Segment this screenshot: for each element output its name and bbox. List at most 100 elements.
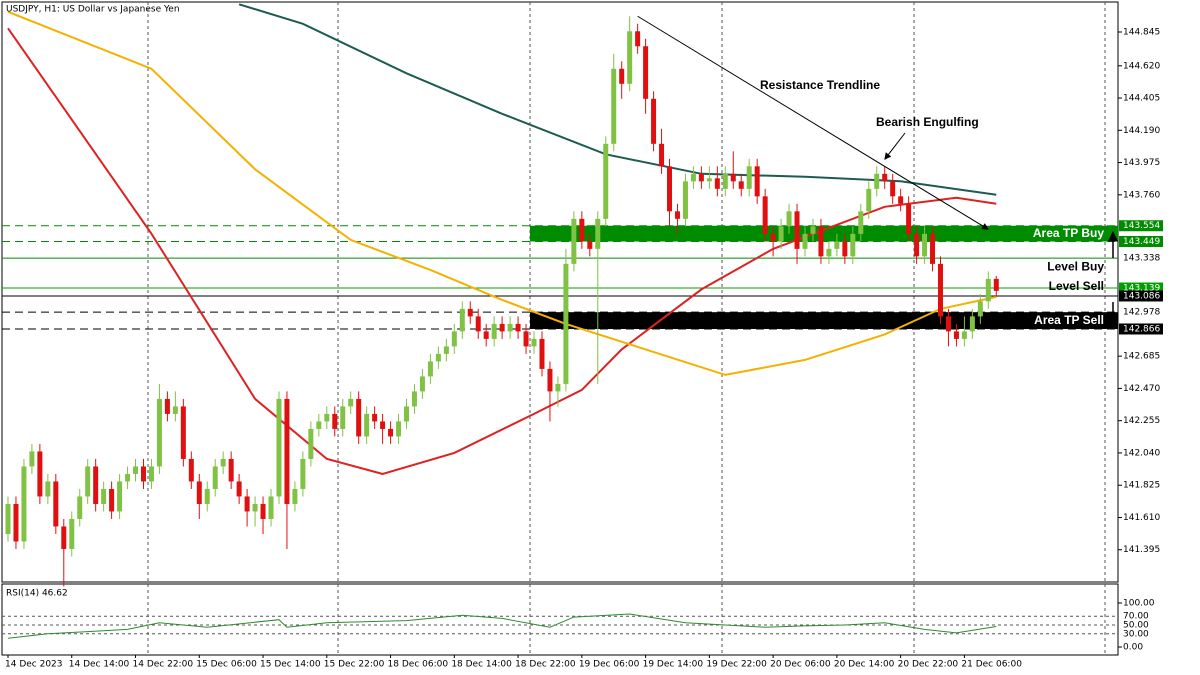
candle-body xyxy=(571,218,577,264)
candle-body xyxy=(451,331,457,347)
y-tick-label: 142.040 xyxy=(1123,448,1160,458)
candle-body xyxy=(61,526,67,549)
y-tick-label: 143.975 xyxy=(1123,158,1160,168)
candle-body xyxy=(324,413,330,422)
y-tick-label: 141.825 xyxy=(1123,481,1160,491)
y-tick-label: 0.00 xyxy=(1123,643,1143,653)
zone xyxy=(530,225,1118,242)
candle-body xyxy=(491,323,497,339)
candle-body xyxy=(411,391,417,407)
trendline xyxy=(637,15,989,230)
candle-body xyxy=(659,143,665,167)
annotation-text: Bearish Engulfing xyxy=(876,115,979,129)
candle-body xyxy=(13,503,19,542)
y-tick-label: 100.00 xyxy=(1123,599,1155,609)
level-value: 143.139 xyxy=(1123,284,1160,294)
candle-body xyxy=(547,368,553,392)
candle-body xyxy=(730,173,736,182)
candle-body xyxy=(332,413,338,429)
candle-body xyxy=(427,361,433,377)
y-tick-label: 144.845 xyxy=(1123,28,1160,38)
candle-body xyxy=(419,376,425,392)
rsi-panel xyxy=(1,583,1119,656)
chart-title: USDJPY, H1: US Dollar vs Japanese Yen xyxy=(6,5,180,15)
candle-body xyxy=(682,181,688,219)
level-box xyxy=(1119,220,1163,232)
annotation-arrow xyxy=(884,132,906,160)
y-tick-label: 143.760 xyxy=(1123,190,1160,200)
candle-body xyxy=(698,173,704,182)
level-box xyxy=(1119,282,1163,294)
candle-body xyxy=(196,481,202,504)
x-tick-label: 18 Dec 06:00 xyxy=(388,660,449,670)
zone xyxy=(530,312,1118,329)
level-box xyxy=(1119,290,1163,302)
x-tick-label: 15 Dec 06:00 xyxy=(196,660,257,670)
candle-body xyxy=(45,481,51,497)
candle-body xyxy=(810,226,816,234)
candle-body xyxy=(53,481,59,527)
candle-body xyxy=(993,278,999,291)
candle-body xyxy=(148,466,154,482)
x-tick-label: 18 Dec 22:00 xyxy=(515,660,576,670)
candle-body xyxy=(754,166,760,197)
candle-body xyxy=(388,428,394,437)
candle-body xyxy=(595,218,601,249)
rsi-line xyxy=(7,613,997,639)
candle-body xyxy=(93,466,99,504)
candle-body xyxy=(212,466,218,489)
candle-body xyxy=(101,488,107,504)
candle-body xyxy=(380,421,386,429)
candle-body xyxy=(866,188,872,212)
candle-body xyxy=(364,413,370,437)
level-value: 143.338 xyxy=(1123,254,1160,264)
candle-body xyxy=(204,488,210,504)
candle-body xyxy=(459,308,465,332)
level-label: Level Sell xyxy=(1049,279,1104,293)
candle-body xyxy=(308,428,314,459)
candle-body xyxy=(396,421,402,437)
x-tick-label: 15 Dec 14:00 xyxy=(260,660,321,670)
candle-body xyxy=(930,233,936,264)
candle-body xyxy=(220,458,226,467)
candle-body xyxy=(515,323,521,332)
candle-body xyxy=(762,196,768,234)
candle-body xyxy=(563,263,569,384)
candle-body xyxy=(722,173,728,189)
candle-body xyxy=(435,353,441,362)
candle-body xyxy=(842,241,848,257)
x-tick-label: 14 Dec 22:00 xyxy=(133,660,194,670)
candle-body xyxy=(292,488,298,504)
candle-body xyxy=(117,481,123,512)
candle-body xyxy=(188,458,194,482)
y-tick-label: 142.685 xyxy=(1123,352,1160,362)
candle-body xyxy=(531,338,537,347)
candle-body xyxy=(85,466,91,497)
candle-body xyxy=(228,458,234,482)
candle-body xyxy=(284,398,290,504)
candle-body xyxy=(977,301,983,317)
candle-body xyxy=(898,196,904,204)
y-tick-label: 141.610 xyxy=(1123,513,1160,523)
candle-body xyxy=(483,331,489,339)
candle-body xyxy=(778,226,784,242)
candle-body xyxy=(316,421,322,429)
candle-body xyxy=(300,458,306,489)
candle-body xyxy=(746,166,752,189)
candle-body xyxy=(372,413,378,422)
candle-body xyxy=(826,248,832,257)
level-value: 142.978 xyxy=(1123,308,1160,318)
candle-body xyxy=(180,406,186,459)
candle-body xyxy=(276,398,282,497)
level-value: 143.449 xyxy=(1123,237,1160,247)
x-tick-label: 20 Dec 06:00 xyxy=(770,660,831,670)
candle-body xyxy=(794,211,800,249)
candle-body xyxy=(21,466,27,542)
candle-body xyxy=(850,233,856,257)
x-tick-label: 20 Dec 14:00 xyxy=(834,660,895,670)
candle-body xyxy=(133,466,139,474)
y-tick-label: 70.00 xyxy=(1123,612,1149,622)
candle-body xyxy=(818,226,824,257)
candle-body xyxy=(404,406,409,422)
